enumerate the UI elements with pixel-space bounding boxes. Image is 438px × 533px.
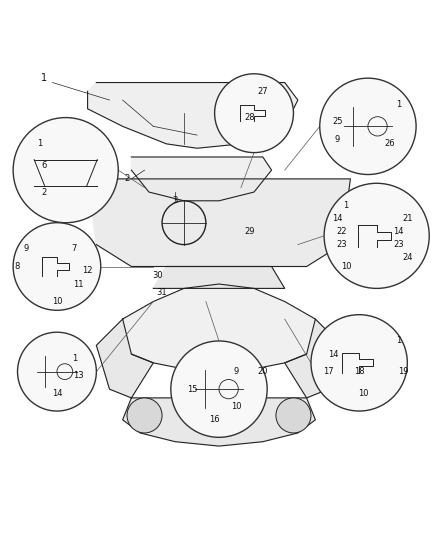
Text: 8: 8 xyxy=(15,262,20,271)
Text: 31: 31 xyxy=(157,288,167,297)
Circle shape xyxy=(18,332,96,411)
Text: 18: 18 xyxy=(354,367,364,376)
Text: 23: 23 xyxy=(393,240,404,249)
Text: 27: 27 xyxy=(258,87,268,96)
Text: 24: 24 xyxy=(402,253,413,262)
Circle shape xyxy=(324,183,429,288)
Text: 21: 21 xyxy=(402,214,413,223)
Text: 1: 1 xyxy=(41,73,47,83)
Text: 9: 9 xyxy=(24,245,29,254)
Text: 14: 14 xyxy=(328,350,338,359)
Text: 10: 10 xyxy=(231,402,242,411)
Text: 15: 15 xyxy=(187,385,198,394)
Text: 9: 9 xyxy=(234,367,239,376)
Text: 3: 3 xyxy=(173,196,178,205)
Circle shape xyxy=(13,223,101,310)
Text: 7: 7 xyxy=(72,245,77,254)
Text: 16: 16 xyxy=(209,415,220,424)
Polygon shape xyxy=(96,319,153,398)
Text: 10: 10 xyxy=(358,389,369,398)
Text: 1: 1 xyxy=(396,336,401,345)
Text: 1: 1 xyxy=(37,139,42,148)
Text: 20: 20 xyxy=(258,367,268,376)
Text: 2: 2 xyxy=(41,188,46,197)
Text: 1: 1 xyxy=(72,354,77,363)
Circle shape xyxy=(311,314,407,411)
Text: 14: 14 xyxy=(393,227,404,236)
Circle shape xyxy=(171,341,267,437)
Text: 25: 25 xyxy=(332,117,343,126)
Text: 11: 11 xyxy=(74,279,84,288)
Text: 23: 23 xyxy=(336,240,347,249)
Circle shape xyxy=(215,74,293,152)
Circle shape xyxy=(276,398,311,433)
Text: 1: 1 xyxy=(396,100,401,109)
Text: 10: 10 xyxy=(341,262,351,271)
Text: 13: 13 xyxy=(74,372,84,381)
Text: 17: 17 xyxy=(323,367,334,376)
Text: 19: 19 xyxy=(398,367,408,376)
Text: 14: 14 xyxy=(332,214,343,223)
Polygon shape xyxy=(123,398,315,446)
Text: 2: 2 xyxy=(124,174,130,183)
Text: 10: 10 xyxy=(52,297,62,306)
Text: 1: 1 xyxy=(343,201,349,209)
Text: 14: 14 xyxy=(52,389,62,398)
Circle shape xyxy=(127,398,162,433)
Text: 6: 6 xyxy=(41,161,46,170)
Circle shape xyxy=(13,118,118,223)
Circle shape xyxy=(320,78,416,174)
Text: 29: 29 xyxy=(244,227,255,236)
Polygon shape xyxy=(88,83,298,148)
Text: 12: 12 xyxy=(82,266,93,276)
Text: 26: 26 xyxy=(385,139,395,148)
Polygon shape xyxy=(123,284,315,374)
Polygon shape xyxy=(131,157,272,201)
Polygon shape xyxy=(285,319,342,398)
Text: 28: 28 xyxy=(244,113,255,122)
Text: 9: 9 xyxy=(335,135,340,144)
Polygon shape xyxy=(153,266,285,288)
Text: 30: 30 xyxy=(152,271,163,280)
Text: 22: 22 xyxy=(336,227,347,236)
Polygon shape xyxy=(88,179,350,266)
